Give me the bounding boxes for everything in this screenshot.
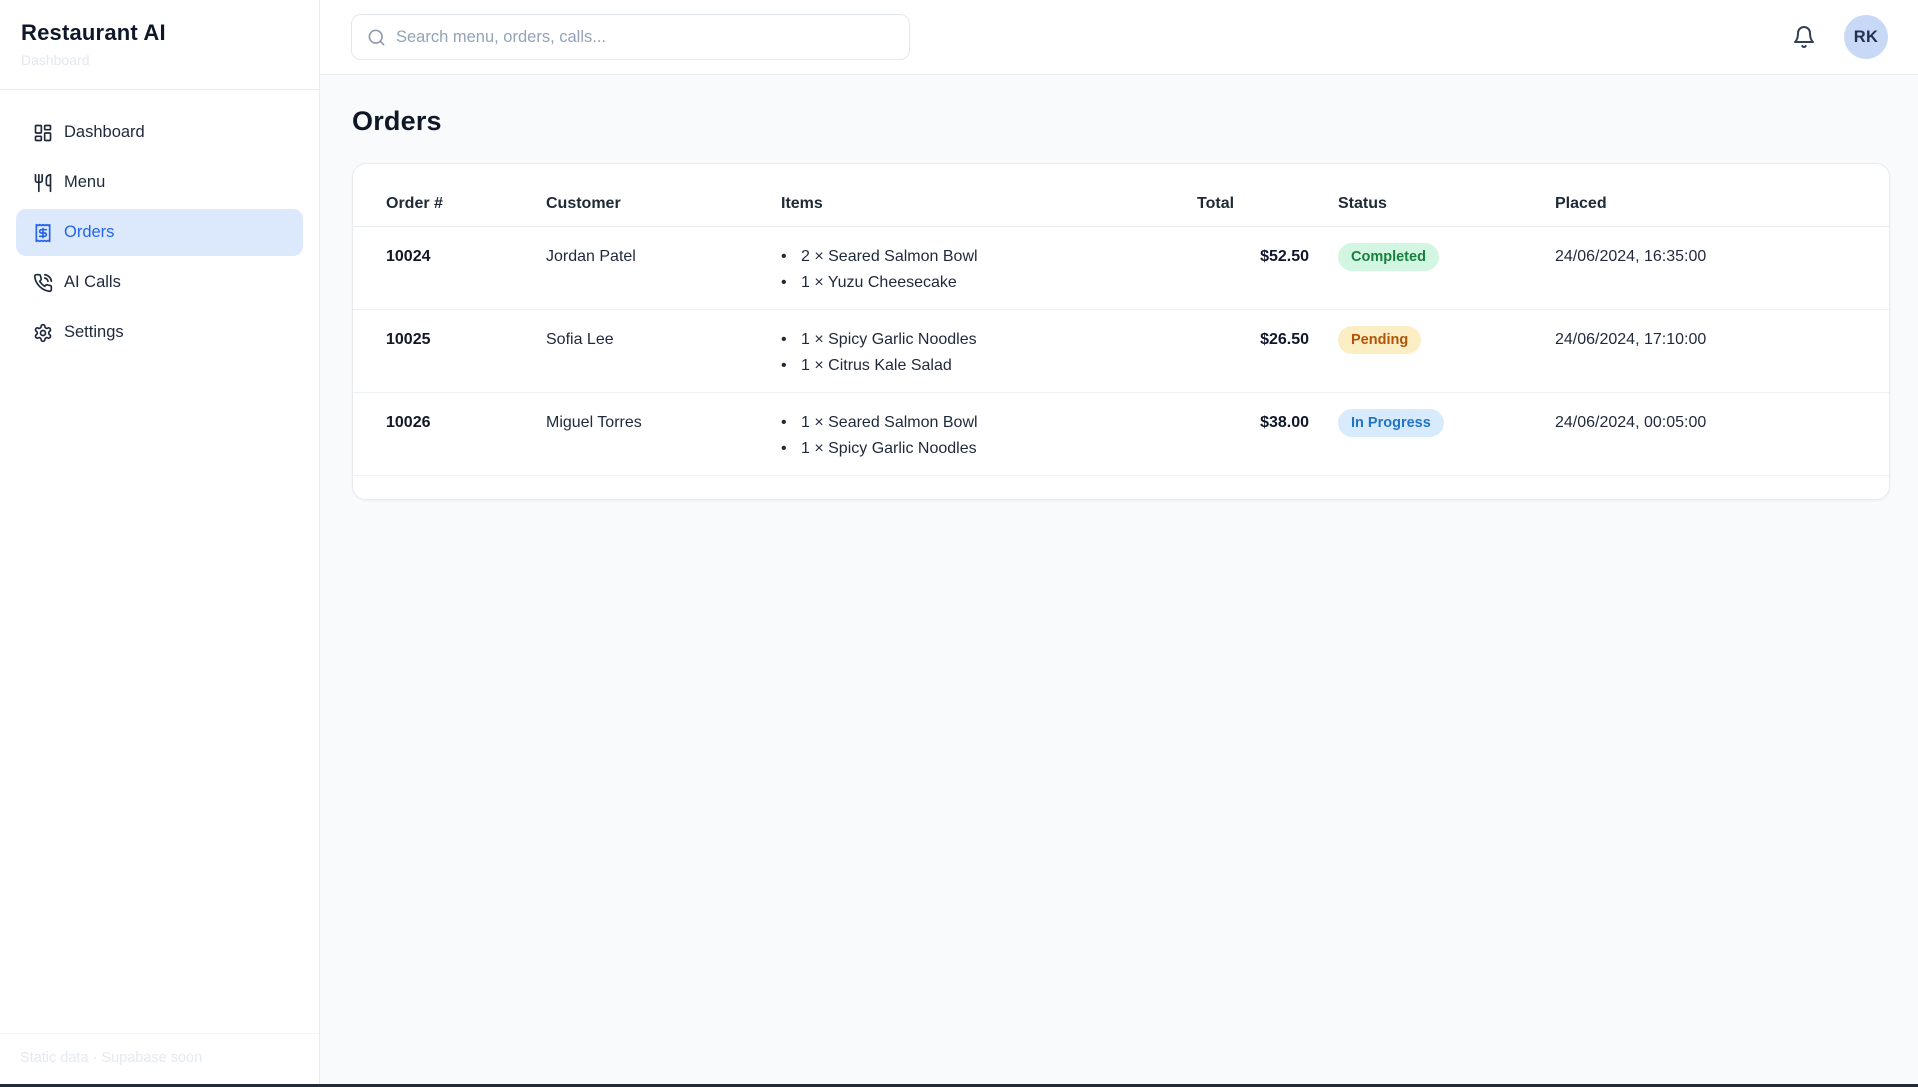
orders-table-card: Order # Customer Items Total Status Placed 10… — [352, 163, 1890, 500]
bullet-icon: • — [781, 357, 787, 374]
avatar[interactable]: RK — [1844, 15, 1888, 59]
customer-cell: Sofia Lee — [546, 309, 781, 393]
window-bottom-edge — [0, 1084, 1918, 1087]
bell-icon — [1792, 25, 1816, 49]
customer-cell: Miguel Torres — [546, 392, 781, 476]
placed-cell: 24/06/2024, 17:10:00 — [1555, 309, 1889, 393]
sidebar-item-label: Settings — [64, 323, 124, 341]
search-icon — [367, 28, 386, 47]
order-row: 10025 Sofia Lee • 1 × Spicy Garlic Noodles •… — [353, 309, 1889, 393]
sidebar-item-menu[interactable]: Menu — [16, 159, 303, 206]
orders-table: Order # Customer Items Total Status Placed 10… — [353, 164, 1889, 476]
sidebar-item-label: Dashboard — [64, 123, 145, 141]
order-number-cell: 10025 — [353, 309, 546, 393]
app-title: Restaurant AI — [21, 20, 166, 45]
column-header-items: Items — [781, 164, 1189, 227]
sidebar-header: Restaurant AI Dashboard — [0, 0, 319, 90]
bullet-icon: • — [781, 248, 787, 265]
sidebar-item-ai-calls[interactable]: AI Calls — [16, 259, 303, 306]
topbar: RK — [320, 0, 1918, 75]
customer-cell: Jordan Patel — [546, 226, 781, 310]
status-cell: Pending — [1309, 309, 1555, 393]
layout-dashboard-icon — [33, 123, 53, 143]
order-row: 10026 Miguel Torres • 1 × Seared Salmon Bow… — [353, 392, 1889, 476]
gear-icon — [33, 323, 53, 343]
sidebar: Restaurant AI Dashboard Dashboard Menu Ord… — [0, 0, 320, 1087]
column-header-order: Order # — [353, 164, 546, 227]
main-content: Orders Order # Customer Items Total Status Pl… — [320, 75, 1918, 1087]
phone-call-icon — [33, 273, 53, 293]
sidebar-item-label: AI Calls — [64, 273, 121, 291]
column-header-total: Total — [1189, 164, 1309, 227]
placed-cell: 24/06/2024, 00:05:00 — [1555, 392, 1889, 476]
sidebar-item-label: Orders — [64, 223, 115, 241]
bullet-icon: • — [781, 331, 787, 348]
order-item: 1 × Spicy Garlic Noodles — [801, 331, 977, 348]
items-cell: • 1 × Spicy Garlic Noodles • 1 × Citrus Kal… — [781, 309, 1189, 393]
order-number-cell: 10024 — [353, 226, 546, 310]
bullet-icon: • — [781, 440, 787, 457]
bullet-icon: • — [781, 414, 787, 431]
column-header-status: Status — [1309, 164, 1555, 227]
sidebar-item-dashboard[interactable]: Dashboard — [16, 109, 303, 156]
items-cell: • 2 × Seared Salmon Bowl • 1 × Yuzu Cheesec… — [781, 226, 1189, 310]
sidebar-nav: Dashboard Menu Orders AI Calls Settings — [0, 90, 319, 356]
order-item: 1 × Citrus Kale Salad — [801, 357, 952, 374]
order-item: 1 × Yuzu Cheesecake — [801, 274, 957, 291]
utensils-icon — [33, 173, 53, 193]
sidebar-footer-note: Static data · Supabase soon — [0, 1033, 319, 1084]
sidebar-item-orders[interactable]: Orders — [16, 209, 303, 256]
sidebar-item-settings[interactable]: Settings — [16, 309, 303, 356]
sidebar-item-label: Menu — [64, 173, 106, 191]
status-badge: Completed — [1338, 243, 1439, 271]
placed-cell: 24/06/2024, 16:35:00 — [1555, 226, 1889, 310]
order-item: 1 × Seared Salmon Bowl — [801, 414, 978, 431]
search-box — [351, 14, 910, 60]
total-cell: $52.50 — [1189, 226, 1309, 310]
status-cell: Completed — [1309, 226, 1555, 310]
order-item: 1 × Spicy Garlic Noodles — [801, 440, 977, 457]
search-input[interactable] — [396, 27, 894, 47]
table-header-row: Order # Customer Items Total Status Placed — [353, 164, 1889, 227]
total-cell: $38.00 — [1189, 392, 1309, 476]
status-badge: In Progress — [1338, 409, 1444, 437]
bullet-icon: • — [781, 274, 787, 291]
order-row: 10024 Jordan Patel • 2 × Seared Salmon Bowl… — [353, 226, 1889, 310]
status-cell: In Progress — [1309, 392, 1555, 476]
order-item: 2 × Seared Salmon Bowl — [801, 248, 978, 265]
receipt-icon — [33, 223, 53, 243]
column-header-placed: Placed — [1555, 164, 1889, 227]
order-number-cell: 10026 — [353, 392, 546, 476]
items-cell: • 1 × Seared Salmon Bowl • 1 × Spicy Garlic… — [781, 392, 1189, 476]
topbar-actions: RK — [1791, 15, 1888, 59]
status-badge: Pending — [1338, 326, 1422, 354]
app-subtitle: Dashboard — [21, 52, 90, 68]
total-cell: $26.50 — [1189, 309, 1309, 393]
column-header-customer: Customer — [546, 164, 781, 227]
page-title: Orders — [352, 106, 442, 136]
notifications-button[interactable] — [1791, 24, 1817, 50]
